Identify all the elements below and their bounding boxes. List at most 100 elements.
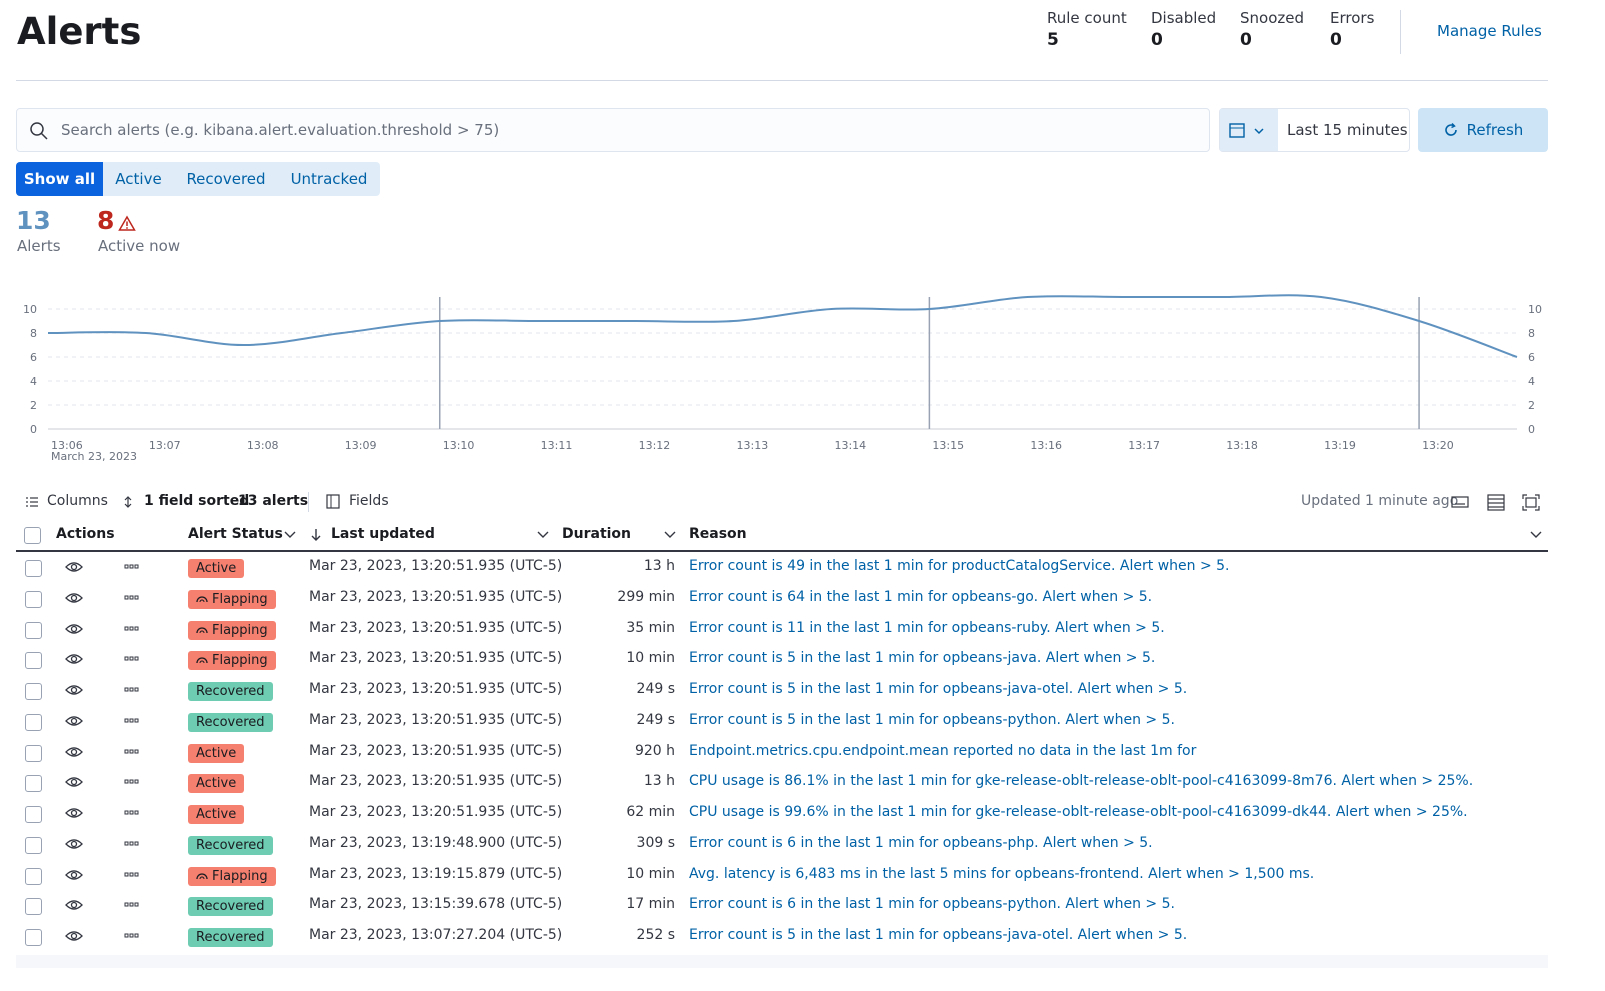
sorted-button[interactable]: 1 field sorted [144, 493, 250, 509]
row-actions[interactable] [64, 898, 144, 914]
columns-icon [26, 497, 38, 507]
status-badge: Flapping [188, 651, 276, 671]
x-tick-label: 13:16 [1030, 439, 1062, 452]
refresh-icon [1444, 122, 1457, 136]
row-actions[interactable] [64, 591, 144, 607]
row-checkbox[interactable] [25, 898, 42, 916]
reason-link[interactable]: Error count is 5 in the last 1 min for o… [689, 650, 1156, 667]
select-all-checkbox[interactable] [24, 527, 41, 544]
row-actions[interactable] [64, 929, 144, 945]
row-actions[interactable] [64, 714, 144, 730]
status-badge: Recovered [188, 835, 273, 855]
reason-link[interactable]: Error count is 6 in the last 1 min for o… [689, 896, 1175, 913]
reason-link[interactable]: Error count is 5 in the last 1 min for o… [689, 711, 1175, 728]
filter-button[interactable]: Recovered [174, 162, 279, 196]
row-checkbox[interactable] [25, 744, 42, 762]
divider [1400, 10, 1401, 54]
grid-controls[interactable] [1450, 492, 1542, 512]
row-checkbox[interactable] [25, 806, 42, 823]
status-text: Recovered [196, 714, 265, 730]
table-row: Active Mar 23, 2023, 13:20:51.935 (UTC-5)… [16, 554, 1548, 584]
reason-link[interactable]: Avg. latency is 6,483 ms in the last 5 m… [689, 865, 1315, 882]
column-header[interactable]: Last updated [331, 526, 435, 542]
row-checkbox[interactable] [25, 713, 42, 731]
reason-link[interactable]: Error count is 5 in the last 1 min for o… [689, 927, 1188, 943]
reason-link[interactable]: Error count is 11 in the last 1 min for … [689, 619, 1165, 636]
status-text: Flapping [212, 591, 268, 607]
filter-button[interactable]: Untracked [278, 162, 380, 196]
y-tick-label: 10 [23, 303, 37, 316]
table-row: Recovered Mar 23, 2023, 13:15:39.678 (UTC… [16, 892, 1548, 922]
row-checkbox[interactable] [25, 652, 42, 670]
row-actions[interactable] [64, 806, 144, 822]
stat-label: Disabled [1151, 9, 1217, 27]
reason-link[interactable]: Error count is 6 in the last 1 min for o… [689, 834, 1153, 851]
column-header[interactable]: Duration [562, 526, 632, 542]
alerts-line [47, 294, 1518, 358]
row-actions[interactable] [64, 683, 144, 699]
column-header[interactable]: Alert Status [188, 526, 283, 542]
x-tick-label: 13:17 [1128, 439, 1160, 452]
status-text: Recovered [196, 930, 265, 945]
reason-link[interactable]: Error count is 5 in the last 1 min for o… [689, 681, 1188, 697]
status-text: Active [196, 776, 237, 792]
table-row: Active Mar 23, 2023, 13:20:51.935 (UTC-5)… [16, 800, 1548, 830]
row-checkbox[interactable] [25, 683, 42, 700]
x-tick-label: 13:18 [1226, 439, 1258, 452]
row-actions[interactable] [64, 837, 144, 853]
reason-link[interactable]: Error count is 64 in the last 1 min for … [689, 588, 1153, 605]
duration: 249 s [636, 681, 675, 697]
x-tick-label: 13:08 [247, 439, 279, 452]
status-badge: Active [188, 559, 245, 578]
status-text: Active [196, 561, 237, 576]
row-actions[interactable] [64, 775, 144, 791]
reason-link[interactable]: Error count is 49 in the last 1 min for … [689, 558, 1230, 574]
row-checkbox[interactable] [25, 560, 42, 577]
fields-button[interactable]: Fields [349, 493, 389, 509]
header-rule [16, 80, 1548, 81]
date-picker[interactable]: Last 15 minutes [1219, 108, 1410, 152]
status-badge: Recovered [188, 712, 273, 732]
flapping-icon [196, 872, 208, 879]
y-tick-label-right: 0 [1528, 423, 1535, 436]
filter-button[interactable]: Active [103, 162, 175, 196]
search-box[interactable]: Search alerts (e.g. kibana.alert.evaluat… [16, 108, 1210, 152]
last-updated: Mar 23, 2023, 13:07:27.204 (UTC-5) [309, 927, 563, 943]
duration: 249 s [636, 711, 675, 728]
column-header[interactable]: Actions [56, 526, 115, 542]
status-text: Flapping [212, 868, 268, 884]
status-badge: Recovered [188, 682, 273, 701]
last-updated: Mar 23, 2023, 13:15:39.678 (UTC-5) [309, 896, 563, 913]
row-checkbox[interactable] [25, 590, 42, 608]
duration: 299 min [617, 588, 675, 605]
duration: 309 s [636, 834, 675, 851]
reason-link[interactable]: CPU usage is 99.6% in the last 1 min for… [689, 804, 1468, 820]
column-header[interactable]: Reason [689, 526, 747, 542]
alerts-label: Alerts [17, 237, 61, 255]
page-title: Alerts [17, 10, 142, 53]
y-tick-label: 8 [30, 327, 37, 340]
row-checkbox[interactable] [25, 775, 42, 793]
manage-rules-link[interactable]: Manage Rules [1437, 22, 1542, 40]
row-checkbox[interactable] [25, 929, 42, 946]
filter-button[interactable]: Show all [16, 162, 104, 196]
row-checkbox[interactable] [25, 621, 42, 639]
row-actions[interactable] [64, 622, 144, 638]
table-row: Recovered Mar 23, 2023, 13:20:51.935 (UTC… [16, 677, 1548, 707]
date-quick-menu[interactable] [1220, 109, 1278, 151]
reason-link[interactable]: Endpoint.metrics.cpu.endpoint.mean repor… [689, 742, 1197, 759]
reason-link[interactable]: CPU usage is 86.1% in the last 1 min for… [689, 773, 1474, 790]
last-updated: Mar 23, 2023, 13:20:51.935 (UTC-5) [309, 650, 563, 667]
status-text: Flapping [212, 622, 268, 638]
row-actions[interactable] [64, 868, 144, 884]
row-actions[interactable] [64, 745, 144, 761]
y-tick-label: 4 [30, 375, 37, 388]
row-checkbox[interactable] [25, 836, 42, 854]
row-actions[interactable] [64, 652, 144, 668]
table-footer [16, 955, 1548, 968]
columns-button[interactable]: Columns [47, 493, 108, 509]
header-border [16, 550, 1548, 552]
row-actions[interactable] [64, 560, 144, 576]
refresh-button[interactable]: Refresh [1418, 108, 1548, 152]
row-checkbox[interactable] [25, 867, 42, 885]
